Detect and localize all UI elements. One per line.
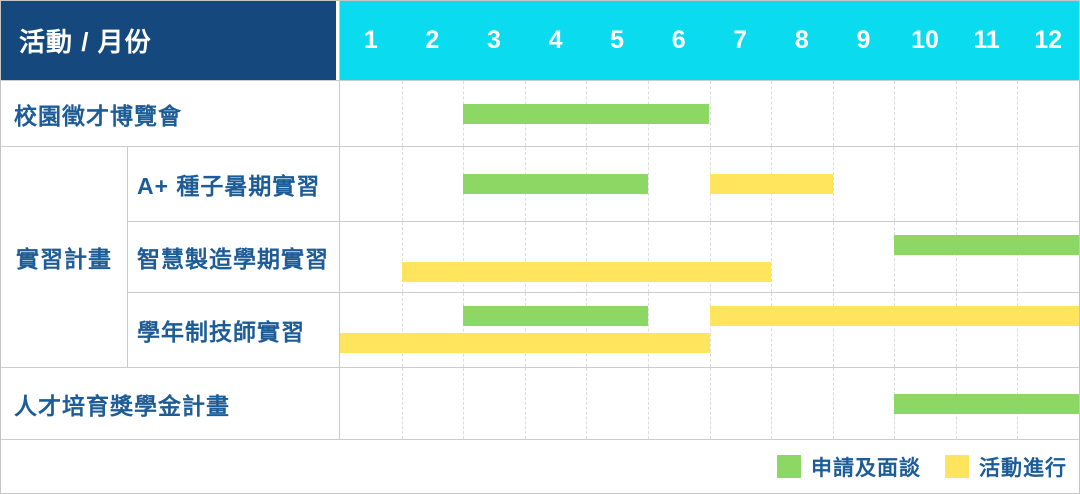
apply-phase-bar	[894, 393, 1079, 414]
month-divider-line	[955, 222, 957, 292]
month-label: 4	[548, 26, 563, 54]
month-divider-line	[524, 368, 526, 439]
month-label: 7	[733, 26, 748, 54]
month-divider-line	[709, 81, 711, 146]
month-divider-line	[647, 368, 649, 439]
month-divider-line	[1017, 222, 1019, 292]
month-divider-line	[832, 147, 834, 221]
apply-phase-bar	[463, 103, 710, 124]
month-divider-line	[586, 222, 588, 292]
month-divider-line	[832, 222, 834, 292]
legend-label-apply: 申請及面談	[811, 456, 921, 480]
month-label: 10	[911, 26, 939, 54]
month-divider-line	[894, 147, 896, 221]
active-color-swatch	[945, 455, 969, 478]
month-divider-line	[647, 147, 649, 221]
row-label-year-technician-internship: 學年制技師實習	[128, 293, 339, 367]
row-label-text: A+ 種子暑期實習	[137, 173, 321, 199]
month-divider-line	[894, 293, 896, 367]
month-divider-line	[955, 81, 957, 146]
row-label-text: 學年制技師實習	[137, 319, 305, 345]
active-phase-bar	[709, 306, 1079, 326]
month-divider-line	[771, 222, 773, 292]
month-divider-line	[401, 368, 403, 439]
month-divider-line	[709, 368, 711, 439]
row-label-text: 智慧製造學期實習	[137, 246, 329, 272]
row-label-career-fair: 校園徵才博覽會	[1, 81, 339, 146]
month-divider-line	[401, 147, 403, 221]
page-title: 活動 / 月份	[19, 27, 152, 57]
legend-item-apply: 申請及面談	[777, 452, 921, 482]
chart-row-semester-internship	[340, 222, 1079, 292]
month-divider-line	[586, 368, 588, 439]
month-header-row: 1 2 3 4 5 6 7 8 9 10 11 12	[340, 1, 1079, 80]
apply-phase-bar	[463, 306, 648, 326]
month-label: 2	[425, 26, 440, 54]
month-divider-line	[524, 222, 526, 292]
month-divider-line	[401, 293, 403, 367]
month-divider-line	[832, 81, 834, 146]
group-label-internship-program: 實習計畫	[1, 147, 127, 367]
month-label: 6	[671, 26, 686, 54]
chart-row-career-fair	[340, 81, 1079, 146]
month-divider-line	[771, 293, 773, 367]
row-label-scholarship-program: 人才培育獎學金計畫	[1, 368, 339, 439]
month-divider-line	[524, 293, 526, 367]
legend-item-active: 活動進行	[945, 452, 1067, 482]
month-label: 12	[1034, 26, 1063, 54]
month-divider-line	[771, 368, 773, 439]
legend: 申請及面談 活動進行	[1, 440, 1079, 493]
month-divider-line	[401, 222, 403, 292]
month-divider-line	[586, 293, 588, 367]
active-phase-bar	[401, 262, 772, 282]
apply-phase-bar	[894, 235, 1079, 255]
active-phase-bar	[709, 174, 833, 194]
apply-color-swatch	[777, 455, 801, 478]
month-label: 1	[363, 26, 378, 54]
month-divider-line	[463, 222, 465, 292]
month-divider-line	[709, 293, 711, 367]
chart-row-summer-internship	[340, 147, 1079, 221]
month-label: 9	[856, 26, 871, 54]
row-label-summer-internship: A+ 種子暑期實習	[128, 147, 339, 221]
month-divider-line	[463, 368, 465, 439]
row-label-semester-internship: 智慧製造學期實習	[128, 222, 339, 292]
month-divider-line	[709, 222, 711, 292]
row-label-text: 校園徵才博覽會	[14, 102, 182, 129]
month-divider-line	[832, 293, 834, 367]
month-label: 8	[794, 26, 809, 54]
group-label-text: 實習計畫	[16, 246, 112, 272]
month-divider-line	[894, 81, 896, 146]
active-phase-bar	[340, 333, 710, 353]
month-divider-line	[463, 293, 465, 367]
month-label: 11	[973, 26, 1000, 54]
row-label-text: 人才培育獎學金計畫	[14, 392, 230, 419]
chart-row-scholarship-program	[340, 368, 1079, 439]
month-label: 5	[610, 26, 625, 54]
legend-label-active: 活動進行	[979, 456, 1067, 480]
month-divider-line	[955, 147, 957, 221]
month-divider-line	[1017, 81, 1019, 146]
month-divider-line	[771, 81, 773, 146]
month-divider-line	[1017, 147, 1019, 221]
month-divider-line	[401, 81, 403, 146]
month-divider-line	[955, 293, 957, 367]
month-divider-line	[832, 368, 834, 439]
month-divider-line	[647, 222, 649, 292]
apply-phase-bar	[463, 174, 648, 194]
chart-row-year-technician-internship	[340, 293, 1079, 367]
month-divider-line	[894, 222, 896, 292]
month-label: 3	[486, 26, 501, 54]
table-header-title: 活動 / 月份	[1, 1, 339, 80]
month-divider-line	[1017, 293, 1019, 367]
month-divider-line	[647, 293, 649, 367]
